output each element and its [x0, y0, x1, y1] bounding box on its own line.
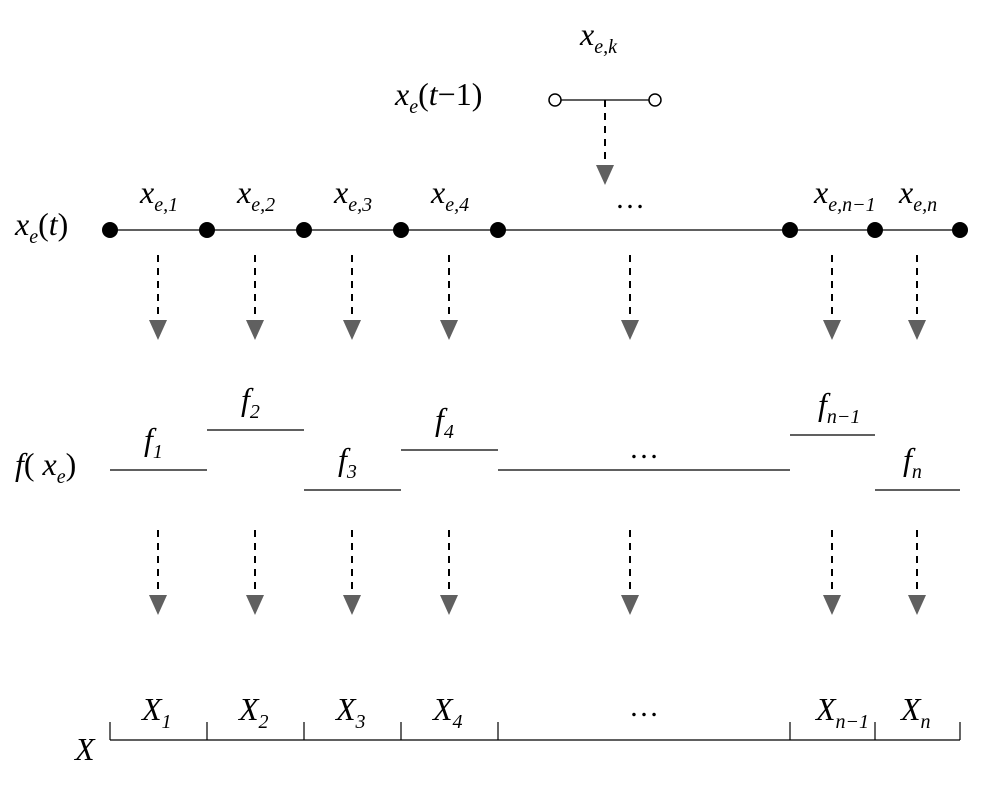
X-seglabel-3: X4: [431, 691, 463, 733]
xe-seglabel-0: xe,1: [139, 174, 178, 216]
xe-arrow-6-head: [908, 320, 926, 340]
xe-seglabel-1: xe,2: [236, 174, 275, 216]
label-X: X: [73, 731, 96, 767]
xe-node-2: [296, 222, 312, 238]
X-seglabel-5: Xn−1: [814, 691, 869, 733]
label-xe-t: xe(t): [14, 206, 68, 248]
xe-ellipsis: …: [615, 182, 645, 215]
xe-arrow-1-head: [246, 320, 264, 340]
f-arrow-2-head: [343, 595, 361, 615]
X-seglabel-6: Xn: [899, 691, 931, 733]
f-arrow-1-head: [246, 595, 264, 615]
f-arrow-6-head: [908, 595, 926, 615]
f-arrow-0-head: [149, 595, 167, 615]
tm1-node-right: [649, 94, 661, 106]
xe-node-3: [393, 222, 409, 238]
xe-seglabel-3: xe,4: [430, 174, 469, 216]
f-arrow-4-head: [621, 595, 639, 615]
f-label-6: fn: [903, 441, 922, 483]
xe-node-6: [867, 222, 883, 238]
f-label-3: f4: [435, 401, 454, 443]
tm1-drop-head: [596, 165, 614, 185]
xe-arrow-3-head: [440, 320, 458, 340]
xe-node-5: [782, 222, 798, 238]
xe-seglabel-5: xe,n−1: [813, 174, 876, 216]
X-ellipsis: …: [629, 690, 659, 723]
xe-seglabel-2: xe,3: [333, 174, 372, 216]
diagram-root: xe,k xe(t−1) xe(t) xe,1 xe,2 xe,3 xe,4 … xe,n−1 x…: [0, 0, 1000, 803]
xe-node-1: [199, 222, 215, 238]
xe-node-4: [490, 222, 506, 238]
xe-arrow-2-head: [343, 320, 361, 340]
X-seglabel-1: X2: [237, 691, 269, 733]
xe-arrow-0-head: [149, 320, 167, 340]
tm1-node-left: [549, 94, 561, 106]
xe-node-0: [102, 222, 118, 238]
xe-node-7: [952, 222, 968, 238]
X-seglabel-0: X1: [140, 691, 172, 733]
f-label-5: fn−1: [818, 386, 860, 428]
f-ellipsis: …: [629, 432, 659, 465]
f-label-0: f1: [144, 421, 163, 463]
f-label-1: f2: [241, 381, 260, 423]
f-arrow-3-head: [440, 595, 458, 615]
label-xek: xe,k: [579, 16, 618, 58]
f-arrow-5-head: [823, 595, 841, 615]
X-seglabel-2: X3: [334, 691, 366, 733]
xe-arrow-5-head: [823, 320, 841, 340]
xe-seglabel-6: xe,n: [898, 174, 937, 216]
label-xe-tm1: xe(t−1): [394, 76, 482, 118]
xe-arrow-4-head: [621, 320, 639, 340]
label-f-xe: f( xe): [15, 446, 76, 488]
f-label-2: f3: [338, 441, 357, 483]
